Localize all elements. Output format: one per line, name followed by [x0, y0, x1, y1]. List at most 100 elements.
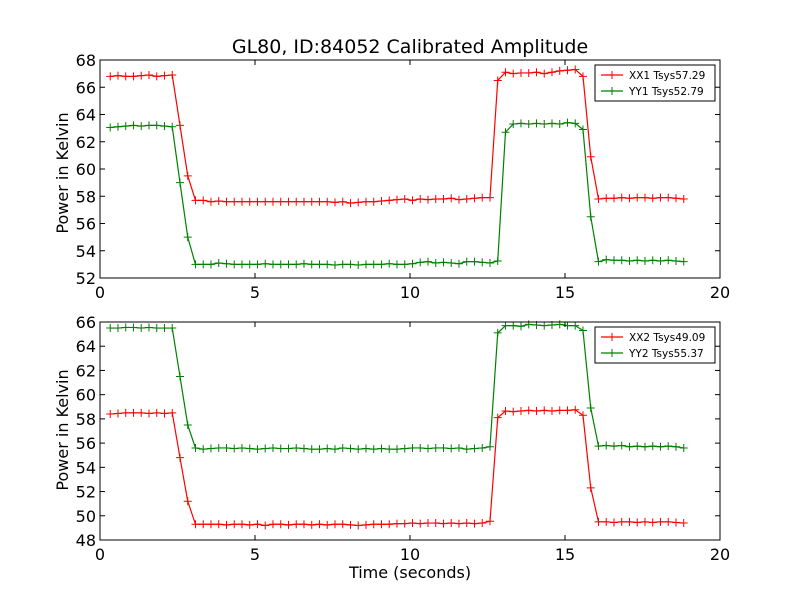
bottom-series-2-point	[152, 324, 161, 333]
bottom-series-2-point	[253, 445, 262, 454]
bottom-series-1-point	[230, 520, 239, 529]
bottom-series-2-point	[423, 444, 432, 453]
bottom-series-1-point	[199, 520, 208, 529]
bottom-series-1-point	[307, 520, 316, 529]
bottom-series-1-point	[323, 520, 332, 529]
top-series-1-point	[199, 196, 208, 205]
top-series-1-point	[137, 71, 146, 80]
top-series-2-point	[144, 121, 153, 130]
top-y-tick-label: 60	[76, 160, 96, 179]
bottom-series-1-point	[137, 408, 146, 417]
bottom-series-1-point	[664, 517, 673, 526]
top-series-1-point	[563, 66, 572, 75]
top-series-2-point	[547, 119, 556, 128]
top-legend-label-1: XX1 Tsys57.29	[629, 70, 705, 82]
bottom-series-2-point	[664, 442, 673, 451]
top-series-1-point	[516, 68, 525, 77]
top-series-2-point	[532, 119, 541, 128]
bottom-series-2-point	[183, 420, 192, 429]
bottom-series-2-point	[671, 442, 680, 451]
top-series-1-point	[501, 68, 510, 77]
top-series-1-point	[478, 193, 487, 202]
bottom-series-1-point	[152, 408, 161, 417]
top-series-2-point	[571, 119, 580, 128]
chart-title: GL80, ID:84052 Calibrated Amplitude	[232, 36, 588, 58]
top-series-1-point	[361, 197, 370, 206]
bottom-series-1-point	[532, 407, 541, 416]
bottom-series-2-point	[222, 443, 231, 452]
top-series-1-point	[648, 194, 657, 203]
top-series-1-point	[222, 197, 231, 206]
top-series-1-point	[578, 72, 587, 81]
top-series-2-point	[493, 256, 502, 265]
bottom-series-1-point	[183, 497, 192, 506]
top-series-1-point	[633, 193, 642, 202]
top-series-1-point	[307, 197, 316, 206]
bottom-series-1-point	[354, 521, 363, 530]
bottom-series-2-point	[594, 442, 603, 451]
bottom-series-2-point	[315, 445, 324, 454]
top-panel: 0 5 10 15 20 52 54 56 58 60 62 64 66 68 XX1 Tsys57.29 Y…	[76, 51, 731, 302]
top-series-1-point	[602, 194, 611, 203]
bottom-series-2-point	[245, 444, 254, 453]
top-legend-marker-1	[608, 71, 616, 79]
top-series-2-point	[183, 233, 192, 242]
bottom-series-2-point	[361, 444, 370, 453]
bottom-series-2-point	[439, 443, 448, 452]
bottom-series-2-point	[160, 324, 169, 333]
top-series-1-point	[408, 196, 417, 205]
top-series-2-point	[206, 260, 215, 269]
bottom-series-1-point	[113, 409, 122, 418]
top-series-2-point	[392, 260, 401, 269]
bottom-y-tick-label: 50	[76, 507, 96, 526]
top-series-1-point	[571, 65, 580, 74]
top-series-1-point	[447, 194, 456, 203]
top-series-1-point	[377, 197, 386, 206]
top-series-1-point	[625, 194, 634, 203]
top-series-1-point	[454, 195, 463, 204]
top-series-2-point	[168, 122, 177, 131]
bottom-series-1-point	[129, 408, 138, 417]
bottom-series-1-point	[470, 519, 479, 528]
x-axis-label: Time (seconds)	[348, 563, 471, 582]
bottom-series-2-point	[230, 444, 239, 453]
top-x-tick-label: 20	[710, 283, 730, 302]
bottom-series-2-point	[416, 443, 425, 452]
top-series-2-point	[648, 256, 657, 265]
top-series-2-point	[129, 121, 138, 130]
bottom-series-1-point	[633, 518, 642, 527]
bottom-series-2-point	[679, 443, 688, 452]
bottom-series-2-point	[462, 445, 471, 454]
bottom-series-1-point	[315, 520, 324, 529]
top-series-1-point	[144, 70, 153, 79]
top-series-2-point	[431, 259, 440, 268]
top-y-tick-label: 62	[76, 133, 96, 152]
top-series-1-point	[230, 197, 239, 206]
top-series-2	[106, 118, 688, 270]
bottom-series-2-point	[168, 324, 177, 333]
bottom-y-tick-label: 58	[76, 410, 96, 429]
top-series-2-point	[230, 260, 239, 269]
bottom-series-2-point	[431, 443, 440, 452]
top-legend-label-2: YY1 Tsys52.79	[628, 86, 704, 98]
top-series-2-point	[485, 259, 494, 268]
top-series-1-point	[323, 197, 332, 206]
top-series-1-point	[594, 194, 603, 203]
bottom-series-1-point	[617, 517, 626, 526]
bottom-y-tick-label: 62	[76, 361, 96, 380]
bottom-series-2-point	[214, 443, 223, 452]
bottom-series-1-point	[330, 520, 339, 529]
top-series-1-point	[423, 195, 432, 204]
top-series-2-point	[346, 260, 355, 269]
bottom-series-2-point	[392, 445, 401, 454]
top-series-1-point	[315, 197, 324, 206]
top-series-2-point	[679, 257, 688, 266]
bottom-series-1-point	[416, 519, 425, 528]
bottom-series-1-point	[144, 409, 153, 418]
bottom-series-2-point	[369, 445, 378, 454]
top-series-2-point	[245, 260, 254, 269]
top-series-1-point	[191, 196, 200, 205]
bottom-series-2-point	[633, 442, 642, 451]
top-series-2-point	[307, 260, 316, 269]
top-series-1-point	[679, 194, 688, 203]
